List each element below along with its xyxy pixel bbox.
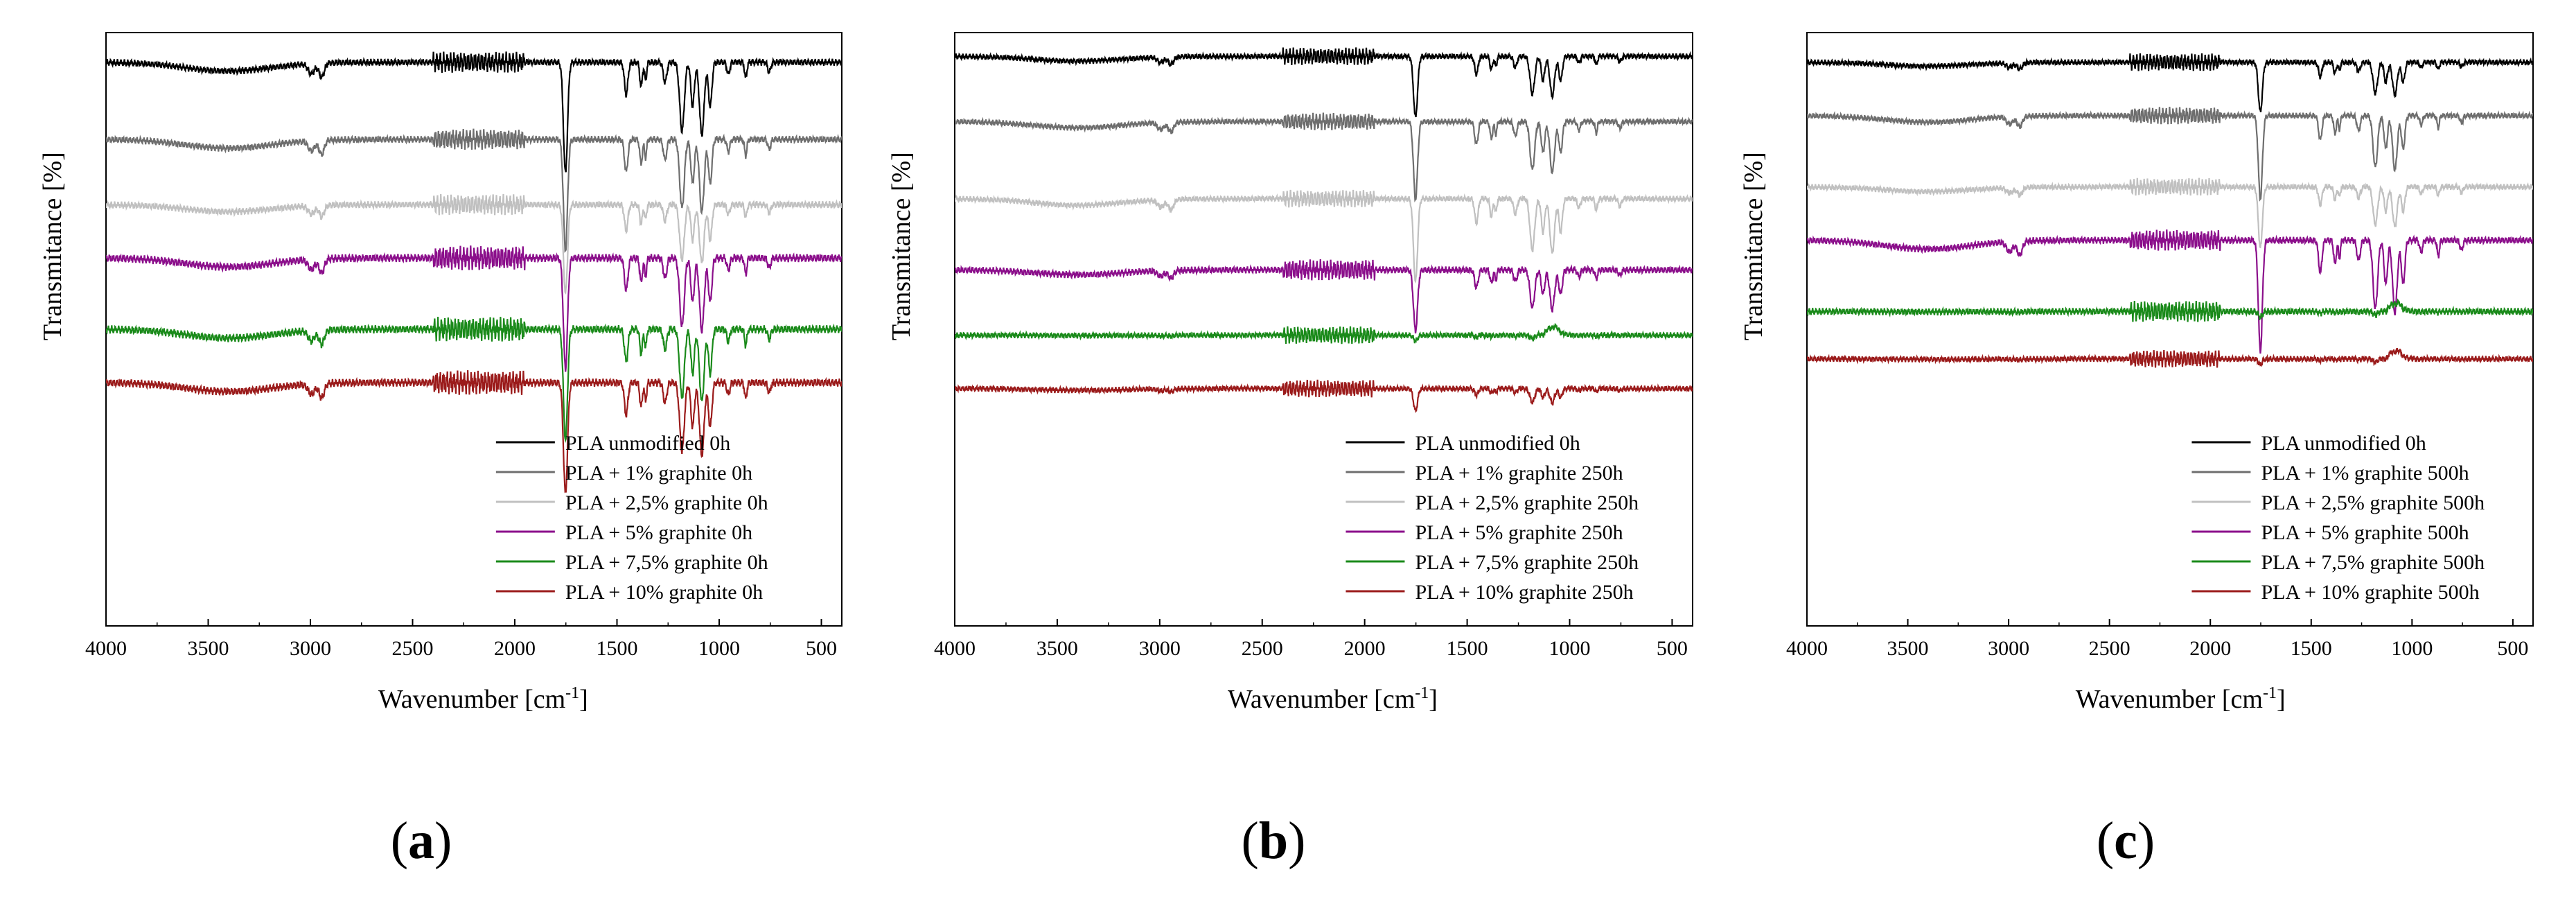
legend-label: PLA + 5% graphite 500h (2261, 521, 2469, 544)
legend-label: PLA + 7,5% graphite 500h (2261, 551, 2485, 574)
series-line (106, 193, 842, 295)
legend-label: PLA + 10% graphite 0h (565, 581, 763, 604)
x-tick-label: 1500 (1447, 637, 1488, 660)
series-line (955, 189, 1693, 283)
legend-label: PLA + 2,5% graphite 500h (2261, 491, 2485, 514)
legend-label: PLA + 1% graphite 250h (1415, 462, 1623, 485)
x-tick-label: 2000 (2189, 637, 2231, 660)
legend-label: PLA + 10% graphite 250h (1415, 581, 1633, 604)
x-tick-label: 2000 (1344, 637, 1386, 660)
x-tick-label: 2500 (2089, 637, 2131, 660)
y-axis-label: Transmitance [%] (887, 152, 916, 340)
x-tick-label: 500 (806, 637, 837, 660)
x-tick-label: 3500 (1036, 637, 1078, 660)
x-tick-label: 4000 (1786, 637, 1828, 660)
x-axis-label: Wavenumber [cm-1] (1228, 684, 1438, 714)
panel-label-a: (a) (390, 812, 452, 870)
series-line (955, 47, 1693, 118)
x-tick-label: 3000 (290, 637, 331, 660)
x-tick-label: 2500 (392, 637, 434, 660)
chart-a: 4000 3500 3000 2500 2000 1500 1000 500 Wavenumbe… (38, 32, 843, 714)
legend-label: PLA + 5% graphite 250h (1415, 521, 1623, 544)
legend-label: PLA + 1% graphite 0h (565, 462, 752, 485)
x-tick-label: 2000 (494, 637, 536, 660)
x-tick-label: 2500 (1242, 637, 1283, 660)
series-line (1807, 177, 2533, 249)
x-tick-label: 3500 (1887, 637, 1929, 660)
x-tick-label: 500 (1657, 637, 1688, 660)
chart-c: 4000 3500 3000 2500 2000 1500 1000 500 Wavenumbe… (1739, 32, 2534, 714)
legend-label: PLA unmodified 0h (1415, 432, 1580, 455)
series-line (955, 259, 1693, 334)
series-line (955, 112, 1693, 202)
x-tick-label: 3500 (188, 637, 229, 660)
series-line (1807, 106, 2533, 202)
x-tick-label: 1500 (2291, 637, 2332, 660)
legend-label: PLA + 1% graphite 500h (2261, 462, 2469, 485)
y-axis-label: Transmitance [%] (38, 152, 67, 340)
plot-frame (1806, 32, 2534, 627)
x-tick-label: 4000 (85, 637, 127, 660)
legend-label: PLA + 7,5% graphite 250h (1415, 551, 1639, 574)
x-tick-label: 1500 (597, 637, 638, 660)
legend-label: PLA + 5% graphite 0h (565, 521, 752, 544)
chart-b: 4000 3500 3000 2500 2000 1500 1000 500 Wavenumbe… (887, 32, 1693, 714)
series-line (1807, 53, 2533, 113)
panel-label-b: (b) (1241, 812, 1306, 870)
x-tick-label: 500 (2497, 637, 2528, 660)
series-line (106, 317, 842, 444)
x-tick-label: 4000 (934, 637, 976, 660)
series-line (106, 245, 842, 372)
x-tick-label: 3000 (1139, 637, 1181, 660)
legend-label: PLA unmodified 0h (2261, 432, 2426, 455)
series-line (1807, 298, 2533, 322)
panel-label-c: (c) (2096, 812, 2155, 870)
x-tick-label: 3000 (1988, 637, 2029, 660)
legend-label: PLA + 2,5% graphite 0h (565, 491, 768, 514)
legend-label: PLA + 10% graphite 500h (2261, 581, 2479, 604)
series-line (106, 51, 842, 173)
x-axis-label: Wavenumber [cm-1] (378, 684, 588, 714)
series-line (1807, 347, 2533, 368)
legend-label: PLA + 7,5% graphite 0h (565, 551, 768, 574)
series-line (955, 322, 1693, 344)
legend-label: PLA unmodified 0h (565, 432, 730, 455)
series-line (955, 379, 1693, 413)
x-tick-label: 1000 (2391, 637, 2433, 660)
x-tick-label: 1000 (1549, 637, 1591, 660)
y-axis-label: Transmitance [%] (1739, 152, 1768, 340)
series-line (1807, 229, 2533, 354)
series-line (106, 128, 842, 253)
series-line (106, 370, 842, 494)
x-tick-label: 1000 (698, 637, 740, 660)
legend-label: PLA + 2,5% graphite 250h (1415, 491, 1639, 514)
x-axis-label: Wavenumber [cm-1] (2076, 684, 2286, 714)
plot-frame (954, 32, 1693, 627)
